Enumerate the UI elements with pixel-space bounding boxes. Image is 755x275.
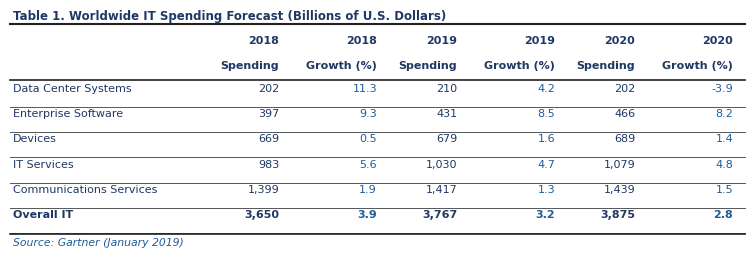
Text: 1,417: 1,417 [426, 185, 458, 195]
Text: 1.9: 1.9 [359, 185, 377, 195]
Text: 1,079: 1,079 [603, 160, 635, 170]
Text: 669: 669 [258, 134, 279, 144]
Text: Communications Services: Communications Services [13, 185, 157, 195]
Text: 2019: 2019 [524, 36, 555, 46]
Text: Growth (%): Growth (%) [307, 61, 377, 71]
Text: 983: 983 [258, 160, 279, 170]
Text: Growth (%): Growth (%) [662, 61, 733, 71]
Text: 5.6: 5.6 [359, 160, 377, 170]
Text: 3,767: 3,767 [422, 210, 458, 220]
Text: -3.9: -3.9 [711, 84, 733, 94]
Text: 202: 202 [258, 84, 279, 94]
Text: IT Services: IT Services [13, 160, 73, 170]
Text: 1.6: 1.6 [538, 134, 555, 144]
Text: 466: 466 [615, 109, 635, 119]
Text: Source: Gartner (January 2019): Source: Gartner (January 2019) [13, 238, 183, 248]
Text: Table 1. Worldwide IT Spending Forecast (Billions of U.S. Dollars): Table 1. Worldwide IT Spending Forecast … [13, 10, 446, 23]
Text: 2018: 2018 [346, 36, 377, 46]
Text: 2020: 2020 [702, 36, 733, 46]
Text: 0.5: 0.5 [359, 134, 377, 144]
Text: 4.8: 4.8 [715, 160, 733, 170]
Text: Devices: Devices [13, 134, 57, 144]
Text: Data Center Systems: Data Center Systems [13, 84, 131, 94]
Text: 689: 689 [614, 134, 635, 144]
Text: Enterprise Software: Enterprise Software [13, 109, 123, 119]
Text: 4.2: 4.2 [538, 84, 555, 94]
Text: 679: 679 [436, 134, 458, 144]
Text: 397: 397 [258, 109, 279, 119]
Text: 210: 210 [436, 84, 458, 94]
Text: 3,875: 3,875 [600, 210, 635, 220]
Text: 8.2: 8.2 [715, 109, 733, 119]
Text: 3.2: 3.2 [535, 210, 555, 220]
Text: 1,030: 1,030 [426, 160, 458, 170]
Text: 431: 431 [436, 109, 458, 119]
Text: Spending: Spending [220, 61, 279, 71]
Text: 11.3: 11.3 [353, 84, 377, 94]
Text: Growth (%): Growth (%) [484, 61, 555, 71]
Text: 1.3: 1.3 [538, 185, 555, 195]
Text: 9.3: 9.3 [359, 109, 377, 119]
Text: 8.5: 8.5 [538, 109, 555, 119]
Text: 2020: 2020 [605, 36, 635, 46]
Text: 2.8: 2.8 [713, 210, 733, 220]
Text: 3,650: 3,650 [244, 210, 279, 220]
Text: Spending: Spending [577, 61, 635, 71]
Text: Spending: Spending [399, 61, 458, 71]
Text: 1.4: 1.4 [716, 134, 733, 144]
Text: 1,439: 1,439 [603, 185, 635, 195]
Text: 202: 202 [614, 84, 635, 94]
Text: 4.7: 4.7 [538, 160, 555, 170]
Text: Overall IT: Overall IT [13, 210, 73, 220]
Text: 3.9: 3.9 [357, 210, 377, 220]
Text: 1.5: 1.5 [716, 185, 733, 195]
Text: 2019: 2019 [427, 36, 458, 46]
Text: 1,399: 1,399 [248, 185, 279, 195]
Text: 2018: 2018 [248, 36, 279, 46]
